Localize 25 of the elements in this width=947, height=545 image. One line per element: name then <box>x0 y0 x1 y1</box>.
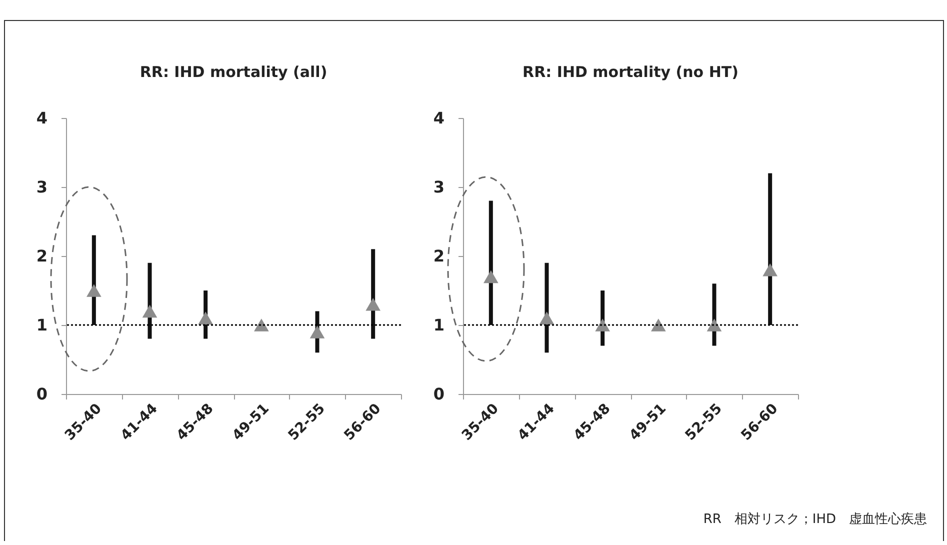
point <box>651 318 666 332</box>
y-tick-label: 0 <box>36 384 48 404</box>
point <box>366 298 380 311</box>
y-tick-label: 1 <box>433 316 444 334</box>
text: RR 相対リスク；IHD 虚血性心疾患 <box>703 511 927 528</box>
point <box>86 284 102 297</box>
point <box>310 325 325 338</box>
point <box>595 318 610 332</box>
point <box>198 312 213 325</box>
point <box>762 263 778 276</box>
y-tick-label: 0 <box>433 384 444 404</box>
chart-title: RR: IHD mortality (all) <box>140 63 328 81</box>
point <box>539 312 554 325</box>
y-tick-label: 3 <box>433 178 444 196</box>
y-tick-label: 4 <box>433 108 444 128</box>
chart-title: RR: IHD mortality (no HT) <box>522 63 738 81</box>
y-tick-label: 2 <box>433 246 444 266</box>
point <box>706 318 722 332</box>
point <box>484 270 498 284</box>
point <box>254 318 269 332</box>
point <box>142 304 158 318</box>
y-tick-label: 2 <box>36 246 48 266</box>
y-tick-label: 1 <box>36 316 48 334</box>
y-tick-label: 3 <box>36 178 48 196</box>
y-tick-label: 4 <box>36 108 48 128</box>
